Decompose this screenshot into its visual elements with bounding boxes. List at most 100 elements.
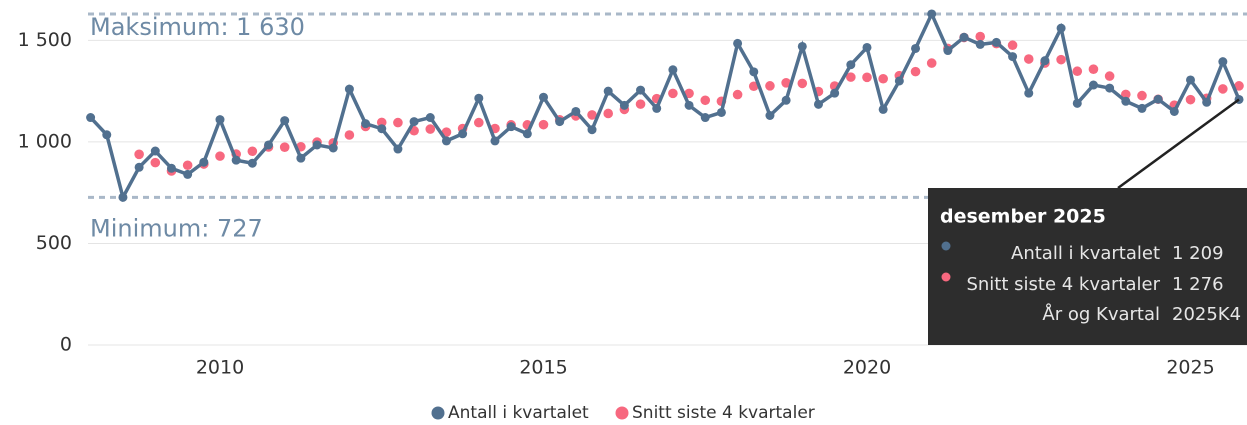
tooltip-pointer	[1117, 98, 1240, 190]
data-point	[1023, 54, 1034, 64]
data-point	[134, 149, 144, 160]
data-point	[1218, 57, 1228, 67]
tooltip-marker	[941, 272, 951, 282]
data-point	[1088, 80, 1098, 90]
data-point	[344, 130, 355, 140]
tooltip	[928, 188, 1247, 345]
data-point	[975, 39, 985, 49]
data-point	[749, 67, 759, 77]
data-point	[587, 110, 597, 120]
data-point	[732, 89, 743, 100]
data-point	[1218, 84, 1228, 94]
data-point	[1056, 54, 1066, 65]
x-tick-label: 2010	[196, 357, 244, 379]
legend-marker	[431, 406, 445, 420]
y-tick-label: 500	[36, 232, 72, 254]
data-point	[86, 113, 96, 123]
x-tick-label: 2025	[1166, 357, 1214, 379]
data-point	[943, 46, 953, 56]
data-point	[166, 163, 176, 173]
data-point	[425, 124, 436, 134]
data-point	[927, 9, 937, 19]
data-point	[361, 119, 371, 129]
data-point	[862, 72, 872, 83]
data-point	[797, 78, 808, 89]
x-tick-label: 2020	[843, 357, 891, 379]
data-point	[619, 100, 629, 110]
data-point	[199, 157, 209, 167]
data-point	[716, 107, 726, 117]
data-point	[231, 155, 241, 165]
tooltip-label: År og Kvartal	[1042, 303, 1160, 325]
data-point	[312, 140, 322, 150]
data-point	[490, 136, 500, 146]
data-point	[959, 32, 969, 42]
data-point	[474, 93, 484, 103]
data-point	[474, 117, 484, 128]
data-point	[376, 117, 387, 128]
data-point	[441, 136, 451, 146]
data-point	[1202, 97, 1212, 107]
data-point	[878, 73, 888, 84]
data-point	[781, 78, 791, 88]
data-point	[975, 31, 986, 42]
data-point	[926, 58, 937, 68]
data-point	[1105, 83, 1115, 93]
data-point	[1137, 90, 1147, 101]
x-tick-label: 2015	[519, 357, 567, 379]
data-point	[862, 42, 872, 52]
data-point	[1153, 94, 1163, 104]
y-tick-label: 1 500	[18, 29, 72, 51]
data-point	[1104, 71, 1115, 81]
tooltip-title: desember 2025	[940, 206, 1106, 228]
data-point	[118, 192, 128, 202]
data-point	[1121, 96, 1131, 106]
data-point	[247, 146, 258, 157]
data-point	[1169, 106, 1179, 116]
data-point	[247, 158, 257, 168]
data-point	[635, 99, 646, 109]
data-point	[279, 142, 290, 152]
data-point	[894, 76, 904, 86]
data-point	[1040, 56, 1050, 66]
y-tick-label: 0	[60, 334, 72, 356]
data-point	[911, 43, 921, 53]
data-point	[668, 65, 678, 75]
data-point	[538, 119, 549, 130]
reference-label: Minimum: 727	[90, 214, 263, 242]
legend-label: Snitt siste 4 kvartaler	[632, 403, 815, 423]
data-point	[991, 37, 1001, 47]
data-point	[684, 88, 694, 99]
data-point	[797, 41, 807, 51]
data-point	[603, 108, 613, 119]
data-point	[668, 88, 678, 99]
data-point	[458, 129, 468, 139]
data-point	[539, 92, 548, 102]
data-point	[781, 95, 791, 105]
reference-label: Maksimum: 1 630	[90, 13, 305, 41]
data-point	[377, 124, 387, 134]
data-point	[1088, 64, 1099, 74]
data-point	[878, 104, 888, 114]
data-point	[1186, 75, 1195, 85]
data-point	[1056, 23, 1066, 33]
data-point	[522, 129, 532, 139]
legend-label: Antall i kvartalet	[448, 403, 589, 423]
data-point	[910, 66, 921, 77]
data-point	[1008, 52, 1018, 62]
data-point	[264, 140, 274, 150]
data-point	[571, 106, 581, 116]
data-point	[700, 95, 711, 106]
data-point	[765, 81, 775, 91]
data-point	[700, 113, 710, 123]
data-point	[215, 151, 225, 161]
data-point	[846, 60, 856, 70]
data-point	[183, 169, 193, 179]
data-point	[150, 146, 160, 156]
data-point	[1024, 88, 1034, 98]
data-point	[1234, 81, 1244, 91]
data-point	[425, 113, 435, 123]
data-point	[1007, 40, 1018, 51]
tooltip-label: Snitt siste 4 kvartaler	[966, 274, 1160, 295]
